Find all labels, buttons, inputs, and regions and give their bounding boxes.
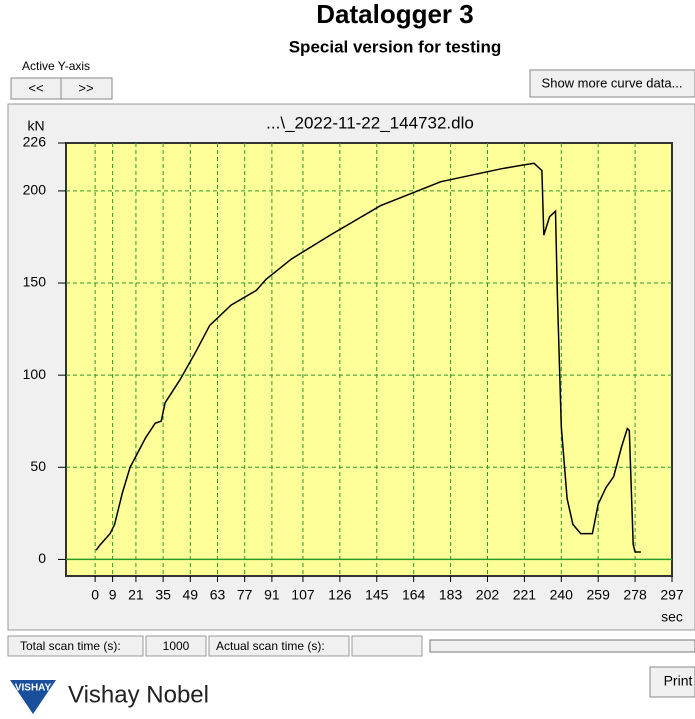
vishay-logo: VISHAY: [10, 680, 56, 714]
x-tick-label: 202: [476, 587, 500, 603]
prev-axis-button[interactable]: <<: [10, 77, 62, 100]
total-scan-label: Total scan time (s):: [20, 639, 121, 653]
status-cell: [7, 635, 144, 657]
button-label: >>: [78, 80, 93, 95]
next-axis-button[interactable]: >>: [60, 77, 113, 100]
x-tick-label: 164: [402, 587, 426, 603]
x-tick-label: 107: [291, 587, 315, 603]
x-tick-label: 221: [513, 587, 537, 603]
data-line: [95, 162, 641, 553]
status-cell: [351, 635, 423, 657]
app-subtitle: Special version for testing: [289, 37, 502, 56]
x-tick-label: 91: [264, 587, 280, 603]
x-tick-label: 9: [109, 587, 117, 603]
x-tick-label: 278: [623, 587, 647, 603]
y-tick-label: 0: [38, 550, 46, 566]
x-tick-label: 0: [91, 587, 99, 603]
status-cell: [208, 635, 350, 657]
x-tick-label: 49: [183, 587, 199, 603]
x-tick-label: 35: [155, 587, 171, 603]
x-tick-label: 126: [328, 587, 352, 603]
x-tick-label: 21: [128, 587, 144, 603]
y-tick-label: 50: [30, 458, 46, 474]
axis-switch-label: Active Y-axis: [22, 59, 90, 73]
logo-text: VISHAY: [15, 683, 52, 694]
chart-title: ...\_2022-11-22_144732.dlo: [266, 113, 474, 132]
x-tick-label: 63: [210, 587, 226, 603]
button-label: Print: [664, 673, 693, 689]
button-label: Show more curve data...: [542, 75, 683, 90]
actual-scan-label: Actual scan time (s):: [216, 639, 325, 653]
progress-bar: [429, 639, 695, 653]
y-tick-label: 200: [23, 182, 47, 198]
more-data-button[interactable]: Show more curve data...: [529, 69, 695, 98]
x-axis-label: sec: [661, 609, 683, 625]
y-tick-label: 100: [23, 366, 47, 382]
status-cell: [145, 635, 207, 657]
y-tick-label: 150: [23, 274, 47, 290]
x-tick-label: 183: [439, 587, 463, 603]
brand-name: Vishay Nobel: [68, 681, 209, 708]
total-scan-value: 1000: [163, 639, 190, 653]
button-label: <<: [28, 80, 43, 95]
x-tick-label: 297: [660, 587, 684, 603]
plot-area: [65, 142, 673, 577]
x-tick-label: 145: [365, 587, 389, 603]
y-axis-label: kN: [27, 118, 44, 134]
x-tick-label: 240: [550, 587, 574, 603]
print-button[interactable]: Print: [649, 666, 695, 698]
y-tick-label: 226: [23, 134, 47, 150]
app-title: Datalogger 3: [316, 0, 474, 29]
x-tick-label: 259: [587, 587, 611, 603]
x-tick-label: 77: [237, 587, 253, 603]
